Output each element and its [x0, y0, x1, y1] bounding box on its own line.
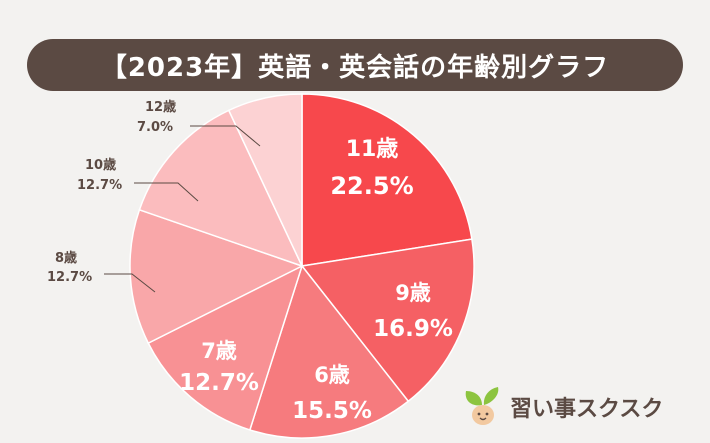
sprout-mascot-icon: [465, 387, 499, 425]
chart-title: 【2023年】英語・英会話の年齢別グラフ: [27, 39, 683, 91]
leader-line-7: [190, 125, 261, 147]
brand-logo: 習い事スクスク: [462, 387, 663, 427]
slice-label-6: 10歳: [85, 157, 116, 173]
pie-slice-4: [147, 264, 304, 431]
slice-label-1: 11歳: [346, 137, 399, 162]
slice-label-2: 9歳: [395, 281, 431, 305]
slice-labels: 11歳 22.5% 9歳 16.9% 6歳 15.5% 7歳 12.7% 8歳 12.7% 10歳 1…: [47, 99, 453, 424]
slice-label-5: 8歳: [55, 250, 77, 266]
pie-slices: [129, 93, 475, 439]
slice-value-3: 15.5%: [292, 398, 372, 424]
pie-slice-1: [301, 93, 473, 267]
slice-label-7: 12歳: [145, 99, 176, 115]
pie-slice-7: [227, 93, 303, 267]
slice-value-5: 12.7%: [47, 270, 92, 285]
slice-value-2: 16.9%: [373, 316, 453, 342]
pie-slice-6: [138, 109, 304, 268]
slice-value-1: 22.5%: [330, 172, 413, 200]
slice-value-7: 7.0%: [137, 120, 173, 135]
slice-value-4: 12.7%: [179, 370, 259, 396]
brand-name: 習い事スクスク: [510, 397, 664, 422]
slice-label-3: 6歳: [314, 363, 350, 387]
leader-line-5: [104, 273, 156, 293]
leader-line-6: [134, 182, 199, 202]
pie-slice-2: [300, 238, 475, 403]
pie-slice-5: [129, 208, 304, 345]
pie-slice-3: [248, 264, 410, 439]
slice-value-6: 12.7%: [77, 178, 122, 193]
slice-label-4: 7歳: [201, 339, 237, 363]
leader-lines: [104, 125, 261, 293]
